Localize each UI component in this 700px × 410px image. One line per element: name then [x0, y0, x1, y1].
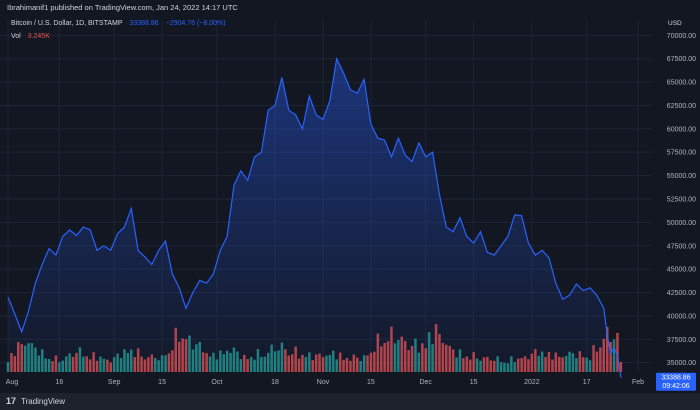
y-tick-label: 45000.00: [667, 267, 696, 274]
price-change: −2904.76 (−8.00%): [165, 20, 226, 27]
x-tick-label: Oct: [211, 379, 222, 386]
x-tick-label: Nov: [317, 379, 330, 386]
price-axis[interactable]: 70000.00 67500.00 65000.00 62500.00 60000.00…: [667, 33, 696, 367]
y-tick-label: 50000.00: [667, 220, 696, 227]
volume-legend[interactable]: Vol 3.245K: [11, 33, 55, 40]
y-tick-label: 65000.00: [667, 80, 696, 87]
footer-bar: 17 TradingView: [0, 393, 700, 410]
y-tick-label: 60000.00: [667, 126, 696, 133]
x-tick-label: Feb: [632, 379, 644, 386]
x-tick-label: 15: [470, 379, 478, 386]
price-line: [7, 56, 622, 378]
y-tick-label: 57500.00: [667, 150, 696, 157]
x-tick-label: 18: [271, 379, 279, 386]
price-area: [8, 58, 621, 378]
countdown-label: 09:42:06: [662, 383, 689, 390]
x-tick-label: 2022: [524, 379, 540, 386]
last-price-badge-label: 33388.86: [661, 375, 690, 382]
y-tick-label: 67500.00: [667, 56, 696, 63]
y-tick-label: 52500.00: [667, 197, 696, 204]
y-tick-label: 55000.00: [667, 173, 696, 180]
currency-label: USD: [668, 20, 682, 27]
y-tick-label: 62500.00: [667, 103, 696, 110]
volume-label: Vol: [11, 33, 21, 40]
y-tick-label: 37500.00: [667, 337, 696, 344]
x-tick-label: Aug: [6, 379, 19, 386]
y-tick-label: 42500.00: [667, 290, 696, 297]
volume-bar: [616, 332, 619, 372]
x-tick-label: 17: [583, 379, 591, 386]
symbol-legend[interactable]: Bitcoin / U.S. Dollar, 1D, BITSTAMP 3338…: [11, 20, 231, 27]
y-tick-label: 47500.00: [667, 243, 696, 250]
symbol-title: Bitcoin / U.S. Dollar, 1D, BITSTAMP: [11, 20, 123, 27]
x-tick-label: Sep: [108, 379, 121, 386]
brand-name[interactable]: TradingView: [21, 397, 66, 406]
y-tick-label: 70000.00: [667, 33, 696, 40]
volume-value: 3.245K: [27, 33, 50, 40]
published-info: Ibrahimanif1 published on TradingView.co…: [7, 3, 238, 12]
x-tick-label: 15: [367, 379, 375, 386]
last-price: 33388.86: [129, 20, 159, 27]
y-tick-label: 40000.00: [667, 313, 696, 320]
volume-bar: [619, 361, 623, 372]
tradingview-logo-icon[interactable]: 17: [6, 396, 17, 406]
y-tick-label: 35000.00: [667, 360, 696, 367]
last-price-badge-box: [656, 372, 696, 391]
time-axis[interactable]: Aug 16 Sep 15 Oct 18 Nov 15 Dec 15 2022 17 Feb: [6, 379, 644, 386]
x-tick-label: Dec: [419, 379, 432, 386]
x-tick-label: 15: [158, 379, 166, 386]
x-tick-label: 16: [55, 379, 63, 386]
